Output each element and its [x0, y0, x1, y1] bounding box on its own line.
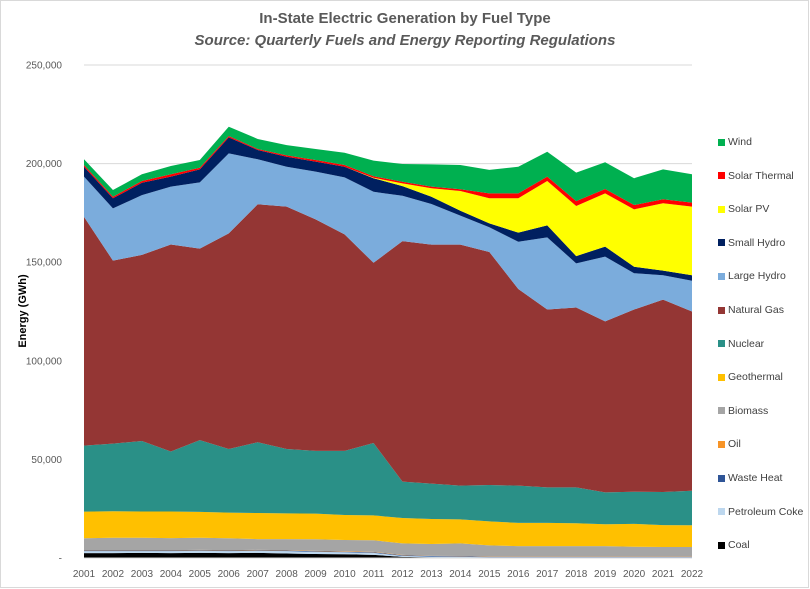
x-tick-label: 2020 — [623, 569, 646, 580]
legend-label: Natural Gas — [728, 304, 785, 316]
x-tick-label: 2019 — [594, 569, 617, 580]
legend-swatch — [718, 172, 725, 180]
x-tick-label: 2002 — [102, 569, 125, 580]
legend-label: Biomass — [728, 404, 769, 417]
x-tick-label: 2007 — [247, 569, 270, 580]
legend-label: Solar PV — [728, 203, 770, 216]
legend-item: Geothermal — [718, 369, 783, 385]
legend-item: Large Hydro — [718, 268, 786, 284]
area-nuclear — [84, 440, 692, 526]
legend-swatch — [718, 407, 725, 415]
x-tick-label: 2004 — [160, 569, 183, 580]
legend-item: Petroleum Coke — [718, 504, 803, 520]
legend-swatch — [718, 205, 725, 213]
x-tick-label: 2009 — [304, 569, 327, 580]
y-tick-label: 150,000 — [26, 258, 63, 269]
x-tick-label: 2018 — [565, 569, 588, 580]
x-tick-label: 2003 — [131, 569, 154, 580]
x-tick-label: 2016 — [507, 569, 530, 580]
legend-label: Large Hydro — [728, 270, 786, 283]
legend-swatch — [718, 239, 725, 247]
x-tick-label: 2010 — [333, 569, 356, 580]
x-tick-label: 2008 — [276, 569, 299, 580]
x-tick-label: 2012 — [391, 569, 414, 580]
legend-swatch — [718, 306, 725, 314]
y-axis-label: Energy (GWh) — [17, 274, 29, 348]
legend-label: Geothermal — [728, 371, 783, 384]
legend-item: Solar Thermal — [718, 168, 794, 184]
legend-label: Coal — [728, 539, 750, 552]
legend-label: Solar Thermal — [728, 169, 794, 182]
x-tick-label: 2011 — [363, 569, 385, 580]
legend-item: Natural Gas — [718, 302, 784, 318]
x-tick-label: 2013 — [420, 569, 443, 580]
y-tick-label: - — [59, 554, 62, 565]
area-coal — [84, 552, 692, 558]
legend-label: Nuclear — [728, 337, 765, 350]
x-tick-label: 2005 — [189, 569, 212, 580]
x-tick-label: 2001 — [73, 569, 96, 580]
area-solar-pv — [84, 137, 692, 276]
y-tick-label: 100,000 — [26, 356, 63, 367]
legend-swatch — [718, 340, 725, 348]
y-tick-label: 250,000 — [26, 61, 63, 72]
x-tick-label: 2022 — [681, 569, 704, 580]
x-tick-label: 2015 — [478, 569, 501, 580]
legend-swatch — [718, 373, 725, 381]
legend-swatch — [718, 138, 725, 146]
x-tick-label: 2021 — [652, 569, 675, 580]
legend-item: Biomass — [718, 403, 768, 419]
legend-swatch — [718, 508, 725, 516]
legend-label: Oil — [728, 438, 741, 451]
chart-title: In-State Electric Generation by Fuel Typ… — [259, 10, 551, 27]
area-wind — [84, 126, 692, 206]
legend-label: Waste Heat — [728, 472, 783, 484]
legend-item: Solar PV — [718, 201, 769, 217]
area-geothermal — [84, 511, 692, 547]
legend-swatch — [718, 541, 725, 549]
legend-item: Coal — [718, 537, 750, 553]
legend-item: Small Hydro — [718, 235, 785, 251]
x-tick-label: 2014 — [449, 569, 472, 580]
legend-item: Waste Heat — [718, 470, 782, 486]
legend-swatch — [718, 272, 725, 280]
legend-item: Wind — [718, 134, 752, 150]
legend-label: Wind — [728, 136, 752, 148]
legend-label: Petroleum Coke — [728, 505, 804, 518]
y-tick-label: 50,000 — [31, 455, 62, 466]
area-natural-gas — [84, 204, 692, 493]
area-small-hydro — [84, 137, 692, 281]
y-tick-label: 200,000 — [26, 159, 63, 170]
legend-item: Nuclear — [718, 336, 764, 352]
area-large-hydro — [84, 153, 692, 322]
x-tick-label: 2006 — [218, 569, 241, 580]
legend-label: Small Hydro — [728, 236, 786, 249]
chart-subtitle: Source: Quarterly Fuels and Energy Repor… — [194, 32, 616, 49]
area-biomass — [84, 537, 692, 557]
x-tick-label: 2017 — [536, 569, 559, 580]
legend-item: Oil — [718, 436, 741, 452]
legend-swatch — [718, 440, 725, 448]
legend-swatch — [718, 474, 725, 482]
